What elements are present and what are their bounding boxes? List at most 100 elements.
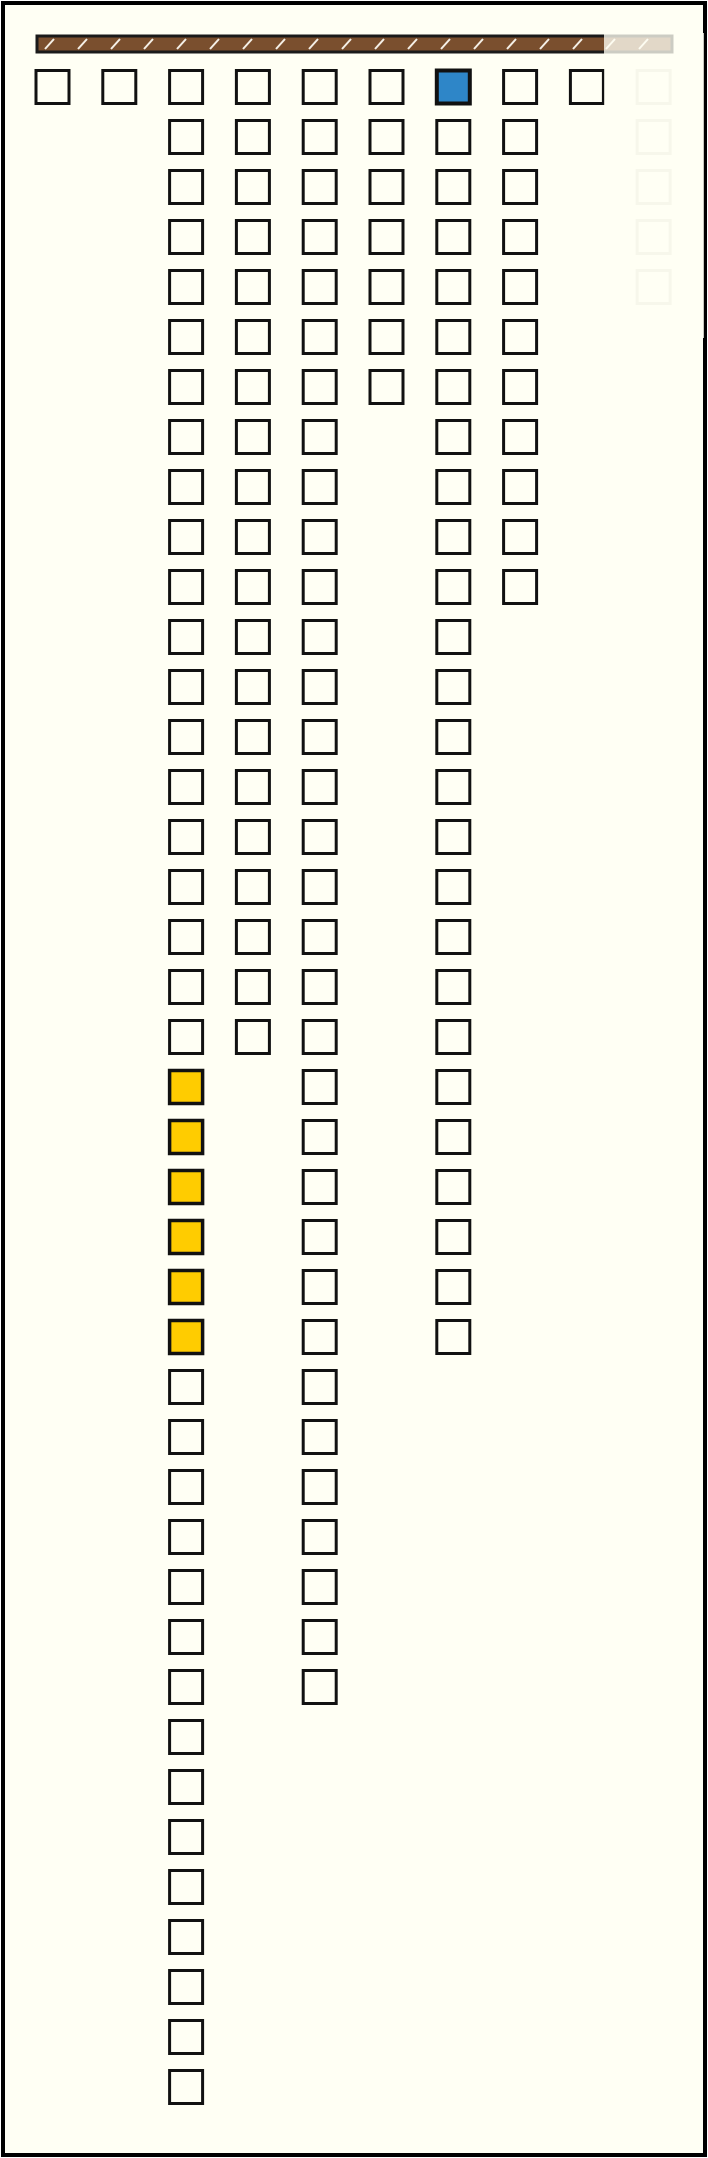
cell[interactable] (168, 219, 205, 255)
cell[interactable] (301, 1519, 338, 1555)
cell[interactable] (301, 369, 338, 405)
cell[interactable] (234, 419, 271, 455)
cell[interactable] (434, 68, 472, 106)
cell[interactable] (168, 1719, 205, 1755)
cell[interactable] (435, 1219, 472, 1255)
cell[interactable] (435, 619, 472, 655)
cell[interactable] (234, 869, 271, 905)
cell[interactable] (435, 869, 472, 905)
cell[interactable] (168, 819, 205, 855)
cell[interactable] (234, 519, 271, 555)
cell[interactable] (301, 619, 338, 655)
cell[interactable] (234, 469, 271, 505)
cell[interactable] (168, 469, 205, 505)
cell[interactable] (168, 1419, 205, 1455)
cell[interactable] (301, 1269, 338, 1305)
cell[interactable] (502, 469, 539, 505)
cell[interactable] (234, 819, 271, 855)
cell[interactable] (301, 1619, 338, 1655)
cell[interactable] (168, 1869, 205, 1905)
cell[interactable] (167, 1218, 205, 1256)
cell[interactable] (368, 319, 405, 355)
cell[interactable] (368, 69, 405, 105)
cell[interactable] (168, 1769, 205, 1805)
cell[interactable] (301, 919, 338, 955)
cell[interactable] (502, 519, 539, 555)
cell[interactable] (301, 1369, 338, 1405)
cell[interactable] (435, 219, 472, 255)
cell[interactable] (435, 819, 472, 855)
cell[interactable] (301, 69, 338, 105)
cell[interactable] (168, 869, 205, 905)
cell[interactable] (301, 519, 338, 555)
cell[interactable] (301, 119, 338, 155)
cell[interactable] (301, 719, 338, 755)
cell[interactable] (301, 969, 338, 1005)
cell[interactable] (168, 1969, 205, 2005)
cell[interactable] (301, 1569, 338, 1605)
cell[interactable] (435, 769, 472, 805)
cell[interactable] (234, 319, 271, 355)
cell[interactable] (435, 1119, 472, 1155)
cell[interactable] (368, 369, 405, 405)
cell[interactable] (168, 569, 205, 605)
cell[interactable] (301, 269, 338, 305)
cell[interactable] (234, 569, 271, 605)
cell[interactable] (167, 1118, 205, 1156)
cell[interactable] (168, 1669, 205, 1705)
cell[interactable] (301, 219, 338, 255)
cell[interactable] (234, 369, 271, 405)
cell[interactable] (167, 1318, 205, 1356)
cell[interactable] (301, 1319, 338, 1355)
cell[interactable] (234, 1019, 271, 1055)
cell[interactable] (234, 669, 271, 705)
cell[interactable] (168, 1619, 205, 1655)
cell[interactable] (502, 569, 539, 605)
cell[interactable] (301, 1119, 338, 1155)
cell[interactable] (568, 69, 605, 105)
cell[interactable] (502, 269, 539, 305)
cell[interactable] (234, 269, 271, 305)
cell[interactable] (301, 569, 338, 605)
cell[interactable] (301, 1669, 338, 1705)
cell[interactable] (168, 319, 205, 355)
cell[interactable] (435, 1169, 472, 1205)
cell[interactable] (301, 169, 338, 205)
cell[interactable] (502, 319, 539, 355)
cell[interactable] (168, 1019, 205, 1055)
cell[interactable] (368, 219, 405, 255)
cell[interactable] (435, 569, 472, 605)
cell[interactable] (502, 169, 539, 205)
cell[interactable] (168, 169, 205, 205)
cell[interactable] (234, 169, 271, 205)
cell[interactable] (435, 719, 472, 755)
cell[interactable] (301, 819, 338, 855)
cell[interactable] (168, 969, 205, 1005)
cell[interactable] (168, 1569, 205, 1605)
cell[interactable] (301, 419, 338, 455)
cell[interactable] (301, 469, 338, 505)
cell[interactable] (435, 1069, 472, 1105)
cell[interactable] (301, 1419, 338, 1455)
cell[interactable] (435, 1019, 472, 1055)
cell[interactable] (167, 1068, 205, 1106)
cell[interactable] (368, 169, 405, 205)
cell[interactable] (435, 1269, 472, 1305)
cell[interactable] (168, 1819, 205, 1855)
cell[interactable] (168, 1519, 205, 1555)
cell[interactable] (301, 769, 338, 805)
cell[interactable] (168, 119, 205, 155)
cell[interactable] (435, 319, 472, 355)
cell[interactable] (502, 219, 539, 255)
cell[interactable] (435, 369, 472, 405)
cell[interactable] (168, 1469, 205, 1505)
cell[interactable] (34, 69, 71, 105)
cell[interactable] (168, 1919, 205, 1955)
cell[interactable] (234, 969, 271, 1005)
cell[interactable] (435, 969, 472, 1005)
cell[interactable] (168, 1369, 205, 1405)
cell[interactable] (301, 669, 338, 705)
cell[interactable] (234, 119, 271, 155)
cell[interactable] (234, 619, 271, 655)
cell[interactable] (168, 2019, 205, 2055)
